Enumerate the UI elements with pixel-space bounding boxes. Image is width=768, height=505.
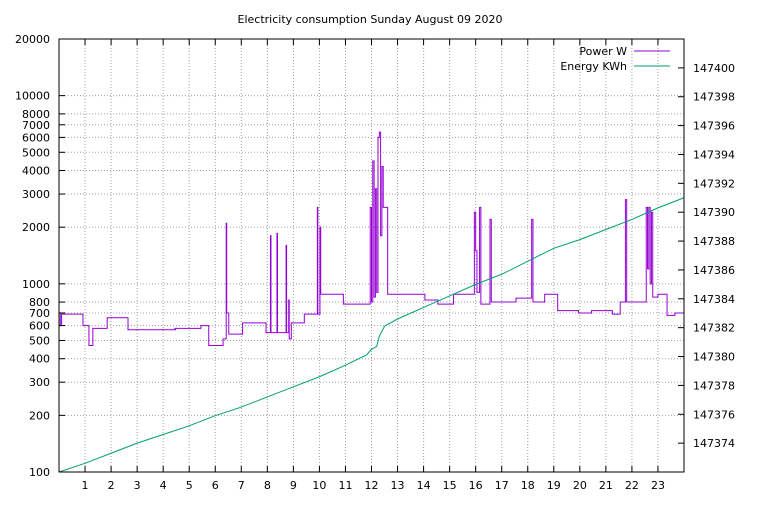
right-tick-label: 147390 (693, 206, 735, 219)
x-tick-label: 4 (160, 479, 167, 492)
right-tick-label: 147382 (693, 322, 735, 335)
right-tick-label: 147398 (693, 91, 735, 104)
right-tick-label: 147392 (693, 177, 735, 190)
left-tick-label: 600 (29, 320, 50, 333)
x-axis: 1 2 3 4 5 6 7 8 9 10 11 12 13 14 15 16 17 18 19 20 21 22 23 (82, 39, 665, 492)
left-tick-label: 300 (29, 376, 50, 389)
x-tick-label: 7 (238, 479, 245, 492)
left-tick-label: 100 (29, 466, 50, 479)
left-tick-label: 4000 (22, 165, 50, 178)
left-tick-label: 7000 (22, 119, 50, 132)
right-tick-label: 147388 (693, 235, 735, 248)
left-tick-label: 5000 (22, 146, 50, 159)
legend: Power W Energy KWh (560, 45, 670, 73)
x-tick-label: 5 (186, 479, 193, 492)
x-tick-label: 21 (599, 479, 613, 492)
series-layer (58, 131, 685, 473)
x-tick-label: 17 (495, 479, 509, 492)
legend-label: Power W (579, 45, 627, 58)
right-tick-label: 147386 (693, 264, 735, 277)
left-tick-label: 200 (29, 409, 50, 422)
left-tick-label: 400 (29, 353, 50, 366)
grid-lines (59, 39, 684, 472)
x-tick-label: 16 (469, 479, 483, 492)
x-tick-label: 19 (547, 479, 561, 492)
left-tick-label: 800 (29, 296, 50, 309)
right-y-axis: 147374 147376 147378 147380 147382 147384 1473… (678, 62, 735, 450)
x-tick-label: 11 (338, 479, 352, 492)
x-tick-label: 15 (443, 479, 457, 492)
series-line-power-w (59, 131, 684, 347)
left-tick-label: 700 (29, 307, 50, 320)
right-tick-label: 147384 (693, 293, 735, 306)
x-tick-label: 1 (82, 479, 89, 492)
right-tick-label: 147376 (693, 408, 735, 421)
left-tick-label: 2000 (22, 221, 50, 234)
left-tick-label: 3000 (22, 188, 50, 201)
left-tick-label: 1000 (22, 278, 50, 291)
x-tick-label: 20 (573, 479, 587, 492)
right-tick-label: 147400 (693, 62, 735, 75)
x-tick-label: 9 (290, 479, 297, 492)
right-tick-label: 147374 (693, 437, 735, 450)
x-tick-label: 8 (264, 479, 271, 492)
x-tick-label: 3 (134, 479, 141, 492)
x-tick-label: 22 (625, 479, 639, 492)
left-tick-label: 8000 (22, 108, 50, 121)
x-tick-label: 13 (391, 479, 405, 492)
left-tick-label: 6000 (22, 131, 50, 144)
right-tick-label: 147394 (693, 148, 735, 161)
x-tick-label: 14 (417, 479, 431, 492)
right-tick-label: 147380 (693, 351, 735, 364)
x-tick-label: 18 (521, 479, 535, 492)
left-tick-label: 20000 (15, 33, 50, 46)
left-tick-label: 500 (29, 334, 50, 347)
x-tick-label: 6 (212, 479, 219, 492)
x-tick-label: 12 (365, 479, 379, 492)
left-tick-label: 10000 (15, 90, 50, 103)
x-tick-label: 2 (108, 479, 115, 492)
series-line-energy-kwh (58, 197, 685, 473)
right-tick-label: 147396 (693, 120, 735, 133)
x-tick-label: 10 (312, 479, 326, 492)
right-tick-label: 147378 (693, 379, 735, 392)
legend-label: Energy KWh (560, 60, 627, 73)
chart-title: Electricity consumption Sunday August 09… (238, 13, 503, 26)
x-tick-label: 23 (651, 479, 665, 492)
